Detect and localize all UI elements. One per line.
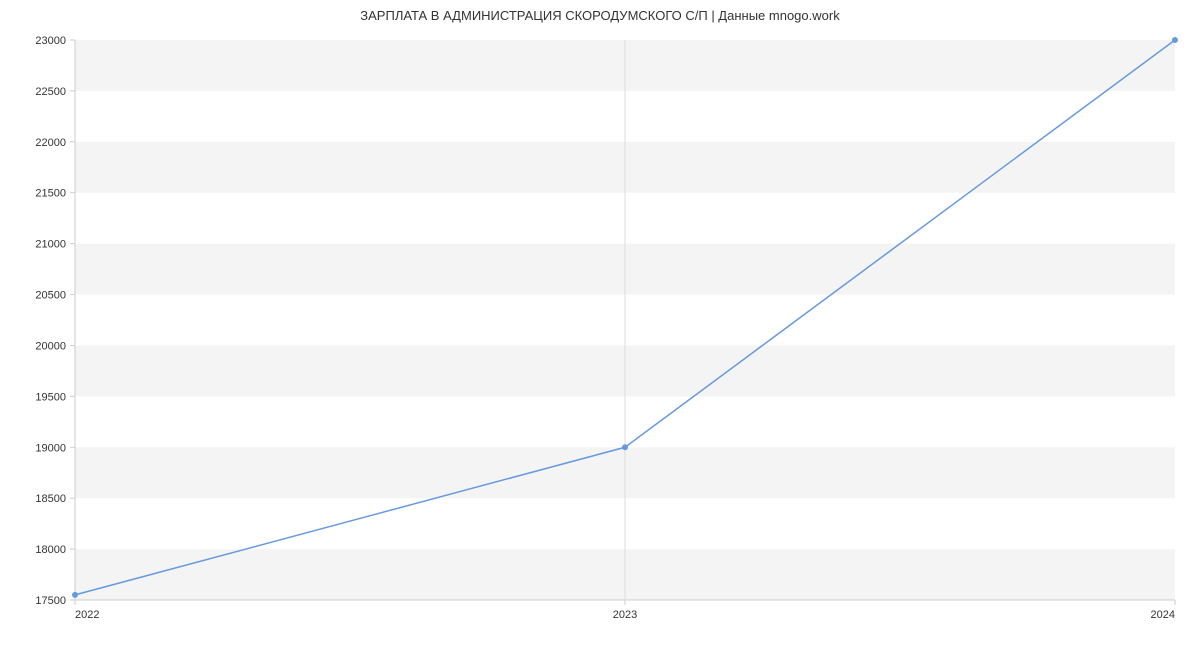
svg-text:22000: 22000 [35,137,66,149]
chart-svg: 17500 18000 18500 19000 19500 20000 20500 21000… [0,0,1200,650]
svg-text:21000: 21000 [35,239,66,251]
svg-text:23000: 23000 [35,35,66,47]
svg-text:22500: 22500 [35,86,66,98]
svg-text:17500: 17500 [35,595,66,607]
svg-text:19000: 19000 [35,442,66,454]
svg-text:2022: 2022 [75,609,99,621]
svg-text:20500: 20500 [35,290,66,302]
svg-text:2024: 2024 [1151,609,1175,621]
salary-line-chart: ЗАРПЛАТА В АДМИНИСТРАЦИЯ СКОРОДУМСКОГО С… [0,0,1200,650]
svg-text:18000: 18000 [35,544,66,556]
svg-text:2023: 2023 [613,609,637,621]
svg-text:21500: 21500 [35,188,66,200]
svg-text:20000: 20000 [35,340,66,352]
chart-title: ЗАРПЛАТА В АДМИНИСТРАЦИЯ СКОРОДУМСКОГО С… [0,8,1200,23]
svg-text:19500: 19500 [35,391,66,403]
svg-text:18500: 18500 [35,493,66,505]
